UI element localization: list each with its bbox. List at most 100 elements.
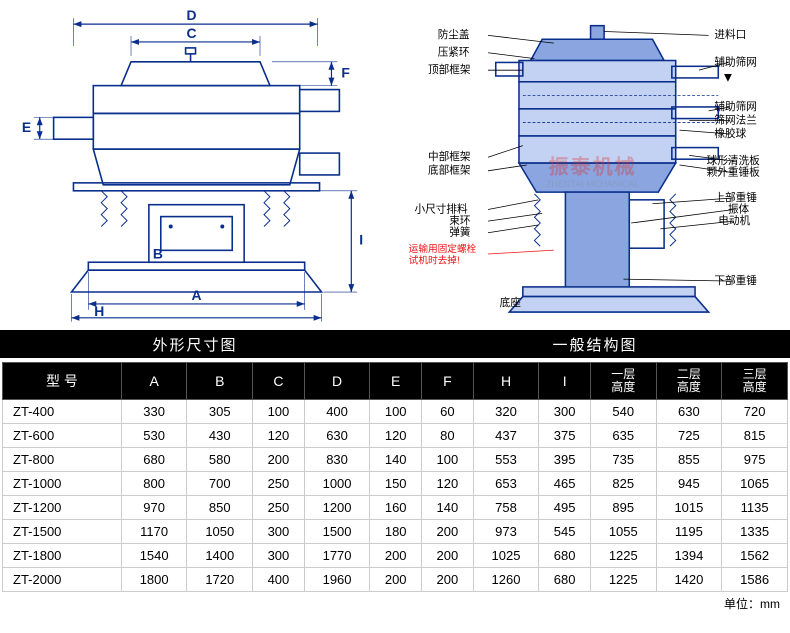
table-row: ZT-1500117010503001500180200973545105511…: [3, 520, 788, 544]
cell: 800: [121, 472, 187, 496]
col-header: D: [304, 363, 370, 400]
cell: 1800: [121, 568, 187, 592]
cell: 1960: [304, 568, 370, 592]
svg-text:H: H: [94, 303, 104, 319]
svg-text:中部框架: 中部框架: [428, 150, 471, 163]
cell: 120: [253, 424, 305, 448]
svg-text:进料口: 进料口: [714, 28, 746, 41]
cell: 430: [187, 424, 253, 448]
cell: 320: [473, 400, 539, 424]
cell: 830: [304, 448, 370, 472]
cell: 530: [121, 424, 187, 448]
cell: 1562: [722, 544, 788, 568]
cell: ZT-400: [3, 400, 122, 424]
cell: 330: [121, 400, 187, 424]
cell: 437: [473, 424, 539, 448]
cell: 60: [422, 400, 474, 424]
svg-text:球形清洗板: 球形清洗板: [707, 154, 760, 167]
cell: ZT-1000: [3, 472, 122, 496]
cell: ZT-2000: [3, 568, 122, 592]
cell: 1200: [304, 496, 370, 520]
svg-text:辅助筛网: 辅助筛网: [714, 100, 757, 113]
cell: 1260: [473, 568, 539, 592]
cell: 1394: [656, 544, 722, 568]
cell: 1015: [656, 496, 722, 520]
cell: 735: [590, 448, 656, 472]
cell: 1050: [187, 520, 253, 544]
cell: ZT-1200: [3, 496, 122, 520]
cell: 815: [722, 424, 788, 448]
structure-diagram: 防尘盖 压紧环 顶部框架 中部框架 底部框架 小尺寸排料 束环 弹簧 运输用固定…: [395, 0, 790, 330]
svg-text:振体: 振体: [728, 202, 750, 215]
svg-text:I: I: [359, 231, 363, 247]
cell: 545: [539, 520, 591, 544]
svg-text:B: B: [153, 245, 163, 261]
cell: ZT-1500: [3, 520, 122, 544]
col-header: 型 号: [3, 363, 122, 400]
cell: 100: [370, 400, 422, 424]
col-header: I: [539, 363, 591, 400]
svg-text:弹簧: 弹簧: [449, 226, 471, 239]
svg-text:C: C: [187, 25, 197, 41]
cell: 855: [656, 448, 722, 472]
cell: 200: [370, 568, 422, 592]
cell: 680: [121, 448, 187, 472]
svg-text:电动机: 电动机: [718, 214, 750, 227]
cell: 540: [590, 400, 656, 424]
svg-text:筛网法兰: 筛网法兰: [714, 113, 757, 126]
cell: 758: [473, 496, 539, 520]
cell: 635: [590, 424, 656, 448]
svg-text:上部重锤: 上部重锤: [714, 191, 757, 204]
cell: 300: [253, 544, 305, 568]
col-header: B: [187, 363, 253, 400]
col-header: H: [473, 363, 539, 400]
cell: 305: [187, 400, 253, 424]
svg-text:顶部框架: 顶部框架: [428, 63, 471, 76]
dimension-svg: D C F E: [4, 4, 391, 326]
cell: 250: [253, 472, 305, 496]
cell: 200: [422, 568, 474, 592]
cell: 1500: [304, 520, 370, 544]
svg-text:D: D: [187, 7, 197, 23]
cell: 200: [422, 520, 474, 544]
cell: 1720: [187, 568, 253, 592]
cell: 100: [422, 448, 474, 472]
cell: 1335: [722, 520, 788, 544]
col-header: E: [370, 363, 422, 400]
cell: 1400: [187, 544, 253, 568]
svg-text:橡胶球: 橡胶球: [714, 127, 746, 140]
cell: 200: [422, 544, 474, 568]
cell: 465: [539, 472, 591, 496]
unit-label: 单位：mm: [2, 592, 788, 612]
svg-text:压紧环: 压紧环: [438, 47, 470, 59]
col-header: 二层高度: [656, 363, 722, 400]
cell: 400: [253, 568, 305, 592]
col-header: F: [422, 363, 474, 400]
cell: 1170: [121, 520, 187, 544]
cell: 580: [187, 448, 253, 472]
cell: ZT-1800: [3, 544, 122, 568]
cell: 630: [304, 424, 370, 448]
cell: 100: [253, 400, 305, 424]
cell: 1135: [722, 496, 788, 520]
cell: ZT-800: [3, 448, 122, 472]
cell: 150: [370, 472, 422, 496]
svg-text:F: F: [341, 65, 349, 81]
cell: 300: [539, 400, 591, 424]
cell: 680: [539, 544, 591, 568]
table-row: ZT-1800154014003001770200200102568012251…: [3, 544, 788, 568]
cell: 1225: [590, 544, 656, 568]
cell: 250: [253, 496, 305, 520]
cell: 630: [656, 400, 722, 424]
svg-text:辅助筛网: 辅助筛网: [714, 55, 757, 68]
cell: 1540: [121, 544, 187, 568]
table-row: ZT-2000180017204001960200200126068012251…: [3, 568, 788, 592]
cell: 720: [722, 400, 788, 424]
cell: 180: [370, 520, 422, 544]
cell: 895: [590, 496, 656, 520]
svg-text:防尘盖: 防尘盖: [438, 28, 470, 41]
cell: 680: [539, 568, 591, 592]
cell: 200: [253, 448, 305, 472]
svg-text:A: A: [191, 287, 201, 303]
cell: 1586: [722, 568, 788, 592]
